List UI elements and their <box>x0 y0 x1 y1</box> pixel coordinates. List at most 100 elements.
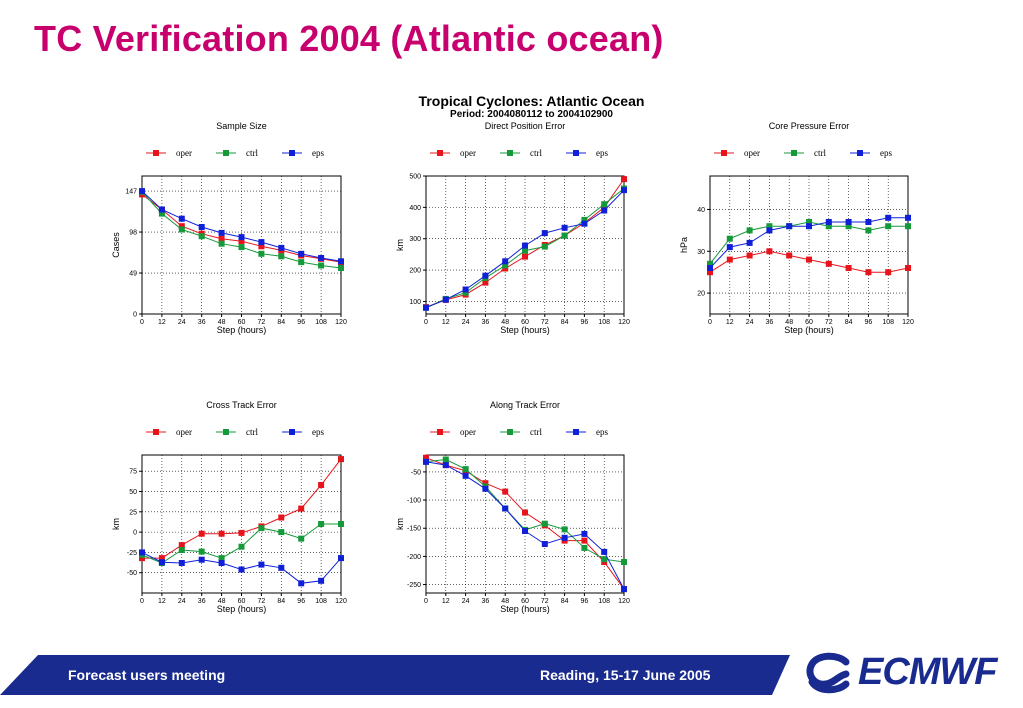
legend-label: ctrl <box>246 427 258 437</box>
data-point-eps <box>766 227 773 234</box>
legend-label: oper <box>460 427 476 437</box>
x-tick-label: 0 <box>424 319 428 326</box>
data-point-eps <box>258 239 265 246</box>
data-point-eps <box>423 304 429 311</box>
data-point-ctrl <box>238 543 245 550</box>
x-tick-label: 84 <box>277 319 285 326</box>
footer-right-text: Reading, 15-17 June 2005 <box>540 667 711 683</box>
y-axis-label: km <box>395 239 405 251</box>
data-point-ctrl <box>298 535 305 542</box>
x-tick-label: 72 <box>541 598 549 605</box>
data-point-ctrl <box>278 253 285 260</box>
data-point-eps <box>278 564 285 571</box>
data-point-eps <box>442 462 449 469</box>
x-tick-label: 0 <box>708 319 712 326</box>
y-axis-label: km <box>111 518 121 530</box>
figure-period: Period: 2004080112 to 2004102900 <box>450 109 613 120</box>
y-tick-label: 100 <box>409 299 421 306</box>
data-point-oper <box>338 456 344 463</box>
data-point-eps <box>522 242 528 249</box>
data-point-oper <box>786 252 793 259</box>
chart-title: Core Pressure Error <box>769 121 850 131</box>
y-tick-label: 75 <box>129 469 137 476</box>
x-tick-label: 108 <box>315 319 327 326</box>
data-point-oper <box>502 265 509 272</box>
x-tick-label: 60 <box>521 319 529 326</box>
x-tick-label: 60 <box>805 319 813 326</box>
legend-label: oper <box>460 148 476 158</box>
logo-text: ECMWF <box>858 651 998 693</box>
data-point-ctrl <box>707 260 713 267</box>
x-tick-label: 24 <box>746 319 754 326</box>
x-tick-label: 12 <box>158 598 166 605</box>
x-tick-label: 0 <box>140 598 144 605</box>
y-tick-label: 0 <box>133 312 137 319</box>
data-point-eps <box>198 556 205 563</box>
data-point-oper <box>238 238 245 245</box>
data-point-oper <box>298 505 305 512</box>
data-point-eps <box>905 214 911 221</box>
data-point-eps <box>865 219 872 225</box>
legend-label: ctrl <box>530 427 542 437</box>
y-tick-label: 49 <box>129 271 137 278</box>
data-point-ctrl <box>198 233 205 240</box>
x-tick-label: 72 <box>258 319 266 326</box>
data-point-ctrl <box>338 265 344 271</box>
data-point-ctrl <box>258 250 265 257</box>
data-point-oper <box>218 530 225 537</box>
data-point-eps <box>218 560 225 566</box>
x-tick-label: 96 <box>297 319 305 326</box>
data-point-ctrl <box>218 555 225 562</box>
data-point-eps <box>258 561 265 568</box>
data-point-oper <box>825 260 832 267</box>
legend-label: eps <box>596 427 608 437</box>
legend-marker <box>223 429 229 435</box>
x-tick-label: 24 <box>462 319 470 326</box>
legend-marker <box>573 429 579 435</box>
data-point-eps <box>885 214 892 221</box>
data-point-eps <box>845 219 852 225</box>
x-axis-label: Step (hours) <box>217 604 267 614</box>
x-tick-label: 36 <box>198 598 206 605</box>
x-tick-label: 12 <box>158 319 166 326</box>
data-point-ctrl <box>178 226 185 233</box>
y-tick-label: 400 <box>409 205 421 212</box>
data-point-eps <box>522 528 528 534</box>
y-tick-label: 147 <box>125 189 137 196</box>
data-point-eps <box>786 223 793 230</box>
y-tick-label: 40 <box>697 207 705 214</box>
chart-title: Direct Position Error <box>485 121 566 131</box>
legend-marker <box>721 150 727 156</box>
data-point-oper <box>865 269 872 276</box>
x-tick-label: 24 <box>178 319 186 326</box>
data-point-ctrl <box>766 223 773 230</box>
legend-label: ctrl <box>530 148 542 158</box>
y-tick-label: -250 <box>407 582 421 589</box>
data-point-oper <box>806 256 812 263</box>
data-point-eps <box>806 223 812 230</box>
data-point-ctrl <box>601 556 608 563</box>
x-tick-label: 84 <box>561 319 569 326</box>
x-tick-label: 60 <box>521 598 529 605</box>
x-tick-label: 96 <box>865 319 873 326</box>
data-point-ctrl <box>198 548 205 555</box>
data-point-eps <box>139 188 145 195</box>
data-point-ctrl <box>462 466 469 473</box>
data-point-oper <box>218 235 225 242</box>
data-point-ctrl <box>238 244 245 251</box>
x-tick-label: 84 <box>561 598 569 605</box>
x-tick-label: 108 <box>598 598 610 605</box>
legend-marker <box>791 150 797 156</box>
data-point-ctrl <box>178 547 185 553</box>
x-tick-label: 84 <box>277 598 285 605</box>
data-point-eps <box>298 250 305 257</box>
data-point-oper <box>482 480 489 487</box>
logo-swirl-icon <box>806 652 850 694</box>
data-point-oper <box>845 265 852 271</box>
data-point-eps <box>338 555 344 562</box>
footer-band <box>0 655 790 695</box>
data-point-oper <box>258 243 265 250</box>
data-point-oper <box>621 176 627 183</box>
data-point-ctrl <box>278 529 285 536</box>
data-point-eps <box>278 244 285 251</box>
